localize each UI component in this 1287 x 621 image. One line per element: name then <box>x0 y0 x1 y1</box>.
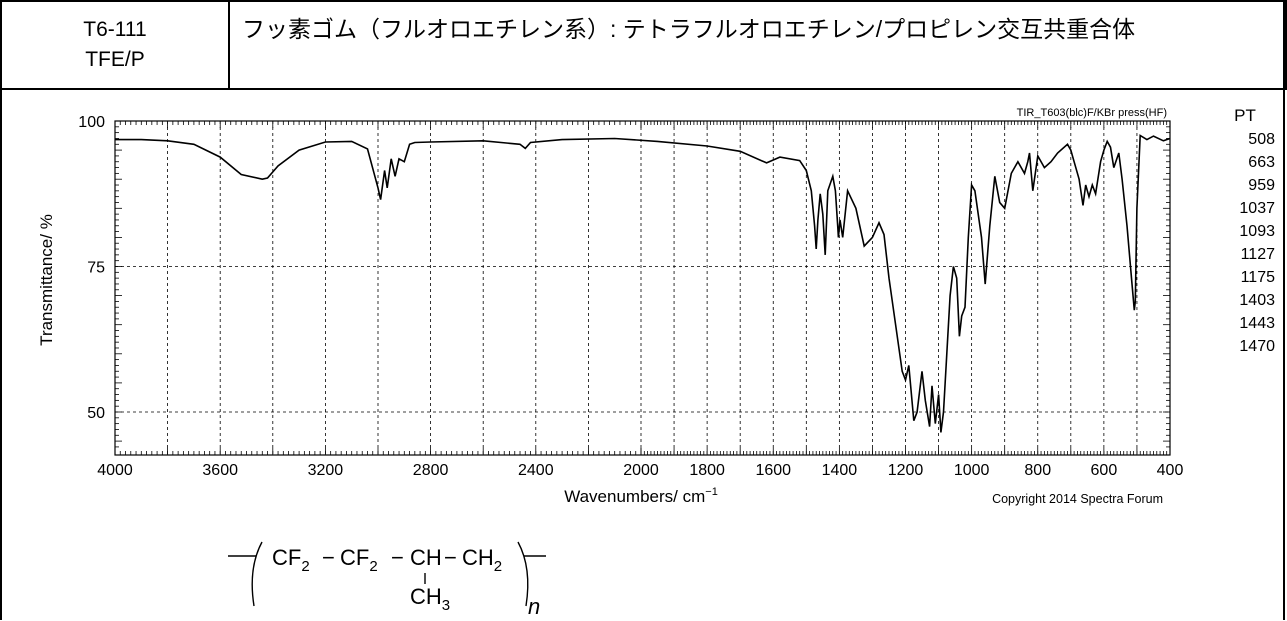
sample-code: T6-111 <box>83 18 147 41</box>
peak-table: PT 508 663 959 1037 1093 1127 1175 1403 1443 1470 <box>1215 104 1275 358</box>
chart-ticks <box>114 120 1171 455</box>
x-tick-label: 4000 <box>97 462 133 479</box>
peak-value: 959 <box>1248 177 1275 194</box>
peak-table-title: PT <box>1234 106 1256 125</box>
formula-unit-1: CF2 <box>272 545 310 575</box>
x-tick-label: 2800 <box>413 462 449 479</box>
y-tick-label: 100 <box>78 114 105 131</box>
peak-value: 1037 <box>1239 200 1275 217</box>
x-tick-label: 1400 <box>822 462 858 479</box>
copyright-text: Copyright 2014 Spectra Forum <box>992 492 1163 506</box>
y-axis-label: Transmittance/ % <box>37 214 56 346</box>
x-tick-label: 400 <box>1157 462 1184 479</box>
y-tick-label: 75 <box>87 260 105 277</box>
formula-branch: CH3 <box>410 584 450 614</box>
peak-value: 508 <box>1248 131 1275 148</box>
x-tick-label: 1600 <box>755 462 791 479</box>
x-tick-label: 3200 <box>308 462 344 479</box>
x-tick-label: 600 <box>1091 462 1118 479</box>
x-tick-label: 1000 <box>954 462 990 479</box>
peak-value: 1443 <box>1239 315 1275 332</box>
formula-unit-4: CH2 <box>462 545 502 575</box>
sample-code-cell: T6-111 TFE/P <box>2 2 230 88</box>
peak-value: 1127 <box>1240 246 1275 263</box>
plot-frame <box>114 120 1171 456</box>
spectrum-line <box>115 134 1171 433</box>
formula-unit-2: CF2 <box>340 545 378 575</box>
chart-grid <box>115 121 1170 455</box>
formula-unit-3: CH <box>410 545 442 570</box>
x-tick-label: 1800 <box>689 462 725 479</box>
structural-formula: CF2 − CF2 − CH − CH2 CH3 n <box>228 541 546 619</box>
peak-value: 1093 <box>1239 223 1275 240</box>
y-tick-label: 50 <box>87 405 105 422</box>
peak-value: 1470 <box>1239 338 1275 355</box>
peak-value: 1175 <box>1240 269 1275 286</box>
x-tick-label: 3600 <box>202 462 238 479</box>
peak-table-values: 508 663 959 1037 1093 1127 1175 1403 1443 1470 <box>1215 128 1275 358</box>
y-tick-labels: 100 75 50 <box>78 114 105 422</box>
peak-value: 663 <box>1248 154 1275 171</box>
x-axis-label-exponent: −1 <box>705 486 718 498</box>
formula-dash-1: − <box>322 545 335 570</box>
formula-repeat-index: n <box>528 594 540 619</box>
x-tick-label: 2000 <box>623 462 659 479</box>
peak-value: 1403 <box>1239 292 1275 309</box>
x-tick-label: 800 <box>1024 462 1051 479</box>
x-tick-labels: 4000 3600 3200 2800 2400 2000 1800 1600 1400 1200… <box>97 462 1183 479</box>
instrument-label: TIR_T603(blc)F/KBr press(HF) <box>1017 107 1167 119</box>
formula-dash-3: − <box>444 545 457 570</box>
formula-left-paren <box>251 541 263 607</box>
x-tick-label: 1200 <box>888 462 924 479</box>
x-tick-label: 2400 <box>518 462 554 479</box>
ir-spectrum-chart: 4000 3600 3200 2800 2400 2000 1800 1600 1400 1200… <box>37 107 1183 506</box>
sample-title: フッ素ゴム（フルオロエチレン系）: テトラフルオロエチレン/プロピレン交互共重合… <box>242 16 1136 42</box>
sample-abbreviation: TFE/P <box>85 48 145 71</box>
formula-dash-2: − <box>391 545 404 570</box>
formula-right-paren <box>517 541 529 607</box>
x-axis-label: Wavenumbers/ cm−1 <box>564 486 718 506</box>
